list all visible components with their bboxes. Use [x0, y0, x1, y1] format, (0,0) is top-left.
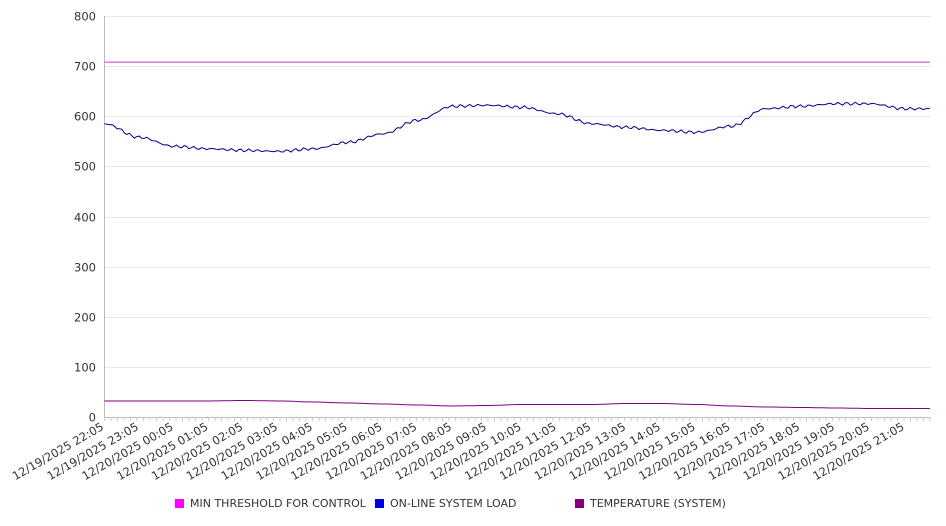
y-tick-label: 0	[89, 411, 96, 425]
series-line-on-line-system-load	[104, 101, 930, 153]
y-tick-label: 600	[74, 110, 96, 124]
y-tick-label: 100	[74, 361, 96, 375]
legend-label-temperature-system: TEMPERATURE (SYSTEM)	[590, 497, 726, 510]
legend-item-temperature-system[interactable]: TEMPERATURE (SYSTEM)	[575, 497, 726, 510]
gridlines	[104, 16, 931, 418]
legend: MIN THRESHOLD FOR CONTROL ON-LINE SYSTEM…	[0, 497, 946, 515]
y-tick-label: 400	[74, 211, 96, 225]
y-axis: 0 100 200 300 400 500 600 700 800	[74, 10, 105, 425]
y-tick-label: 700	[74, 60, 96, 74]
y-tick-label: 500	[74, 160, 96, 174]
legend-label-min-threshold: MIN THRESHOLD FOR CONTROL	[190, 497, 366, 510]
legend-swatch-temperature-system	[575, 499, 584, 508]
legend-label-online-system-load: ON-LINE SYSTEM LOAD	[390, 497, 517, 510]
legend-swatch-online-system-load	[375, 499, 384, 508]
y-tick-label: 200	[74, 311, 96, 325]
y-tick-label: 800	[74, 10, 96, 24]
series-lines	[104, 61, 930, 409]
y-tick-label: 300	[74, 261, 96, 275]
series-line-temperature-system	[104, 400, 930, 409]
legend-swatch-min-threshold	[175, 499, 184, 508]
legend-item-min-threshold[interactable]: MIN THRESHOLD FOR CONTROL	[175, 497, 366, 510]
legend-item-online-system-load[interactable]: ON-LINE SYSTEM LOAD	[375, 497, 516, 510]
